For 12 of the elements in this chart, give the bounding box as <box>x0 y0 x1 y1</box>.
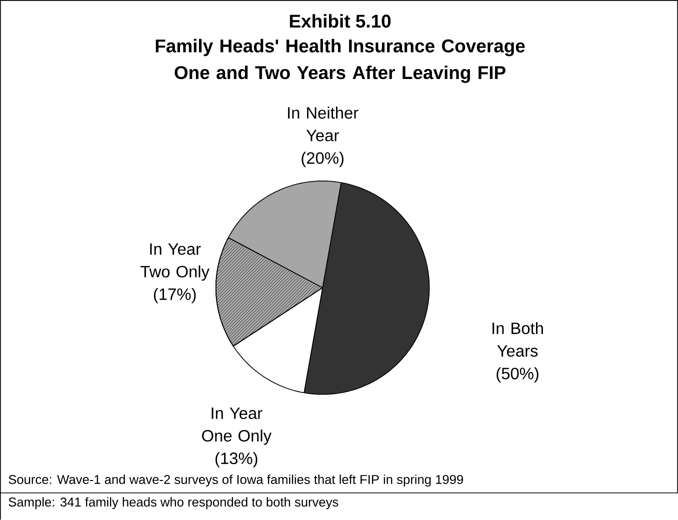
slice-label: In Year One Only <box>202 408 272 445</box>
legend-label: In Year Two Only <box>140 243 210 281</box>
data-label: (50%) <box>496 367 538 383</box>
chart-title: Exhibit 5.10 <box>290 14 391 28</box>
data-label: (17%) <box>154 288 196 304</box>
slice-label: In Neither Year <box>288 106 358 142</box>
data-label: (20%) <box>302 152 344 168</box>
text: Sample: 341 family heads who responded to both surveys <box>8 497 338 510</box>
source-note: Source: Wave-1 and wave-2 surveys of Iowa families that left FIP in spring 1999 <box>8 474 463 487</box>
data-label: (13%) <box>216 452 258 468</box>
chart-subtitle: Family Heads' Health Insurance Coverage One and Two Years After Leaving FIP <box>156 38 525 83</box>
slice-label: In Both Years <box>492 322 543 357</box>
